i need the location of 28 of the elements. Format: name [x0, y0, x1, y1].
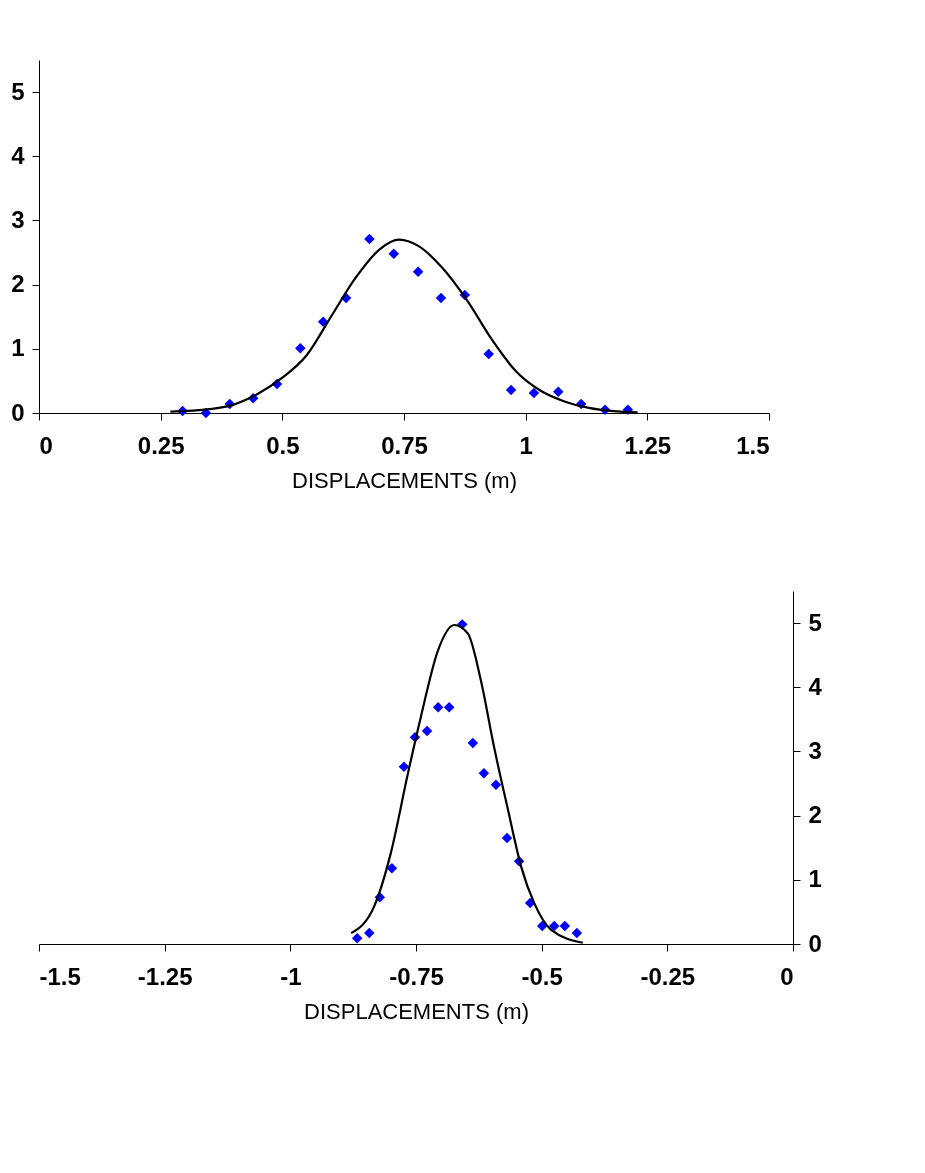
- x-tick-label: 0: [39, 431, 53, 459]
- y-tick-label: 5: [808, 608, 822, 636]
- x-tick-label: -0.5: [521, 962, 563, 990]
- y-tick-label: 3: [808, 736, 822, 764]
- x-axis-title: DISPLACEMENTS (m): [304, 998, 529, 1024]
- y-tick-label: 2: [808, 801, 822, 829]
- y-tick-label: 4: [11, 141, 26, 169]
- y-tick-label: 2: [11, 270, 25, 298]
- y-tick-label: 0: [808, 929, 822, 957]
- x-tick-label: 0.75: [381, 431, 428, 459]
- x-tick-label: 0.25: [137, 431, 185, 459]
- x-axis-title: DISPLACEMENTS (m): [292, 467, 517, 493]
- x-tick-label: -1.5: [39, 962, 81, 990]
- y-tick-label: 0: [11, 398, 25, 426]
- x-tick-label: 0: [780, 962, 794, 990]
- y-tick-label: 3: [11, 205, 25, 233]
- x-tick-label: -1.25: [137, 962, 193, 990]
- x-tick-label: 1: [519, 431, 533, 459]
- x-tick-label: 0.5: [266, 431, 300, 459]
- y-tick-label: 1: [11, 334, 25, 362]
- y-tick-label: 4: [808, 672, 823, 700]
- x-tick-label: -0.25: [640, 962, 696, 990]
- y-tick-label: 5: [11, 77, 25, 105]
- x-tick-label: -1: [280, 962, 302, 990]
- y-tick-label: 1: [808, 865, 822, 893]
- x-tick-label: 1.25: [624, 431, 672, 459]
- x-tick-label: -0.75: [389, 962, 444, 990]
- x-tick-label: 1.5: [736, 431, 770, 459]
